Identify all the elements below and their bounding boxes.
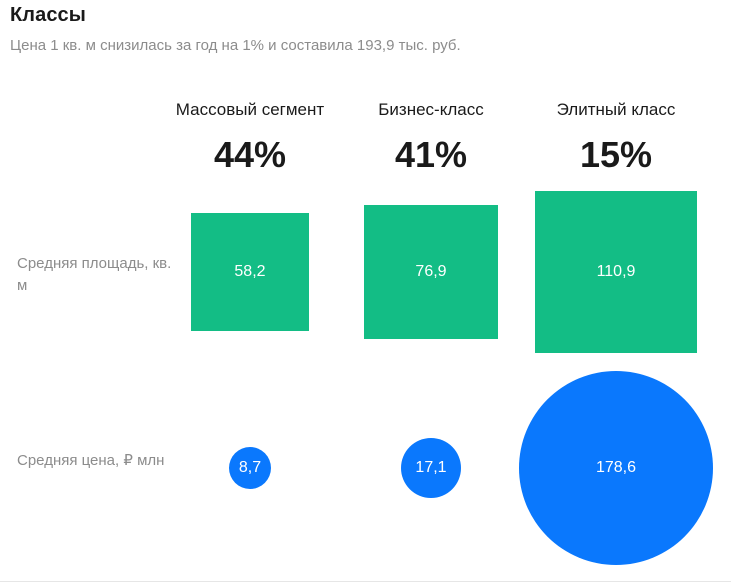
area-square-mass: 58,2 [191,213,309,331]
row-label-price: Средняя цена, ₽ млн [17,452,165,469]
share-elite: 15% [579,134,653,175]
price-circle-mass: 8,7 [228,446,272,490]
column-header-mass: Массовый сегмент [175,100,325,119]
share-business: 41% [394,134,468,175]
chart-subtitle: Цена 1 кв. м снизилась за год на 1% и со… [10,37,461,54]
column-header-elite: Элитный класс [556,100,676,119]
area-square-business: 76,9 [363,204,499,340]
area-square-elite: 110,9 [535,191,697,353]
bottom-divider [0,581,731,582]
share-mass: 44% [213,134,287,175]
price-circle-business: 17,1 [400,437,461,498]
price-circle-elite: 178,6 [519,371,713,565]
row-label-area: Средняя площадь, кв. м [17,255,172,294]
chart-title: Классы [10,4,86,26]
column-header-business: Бизнес-класс [378,100,484,119]
